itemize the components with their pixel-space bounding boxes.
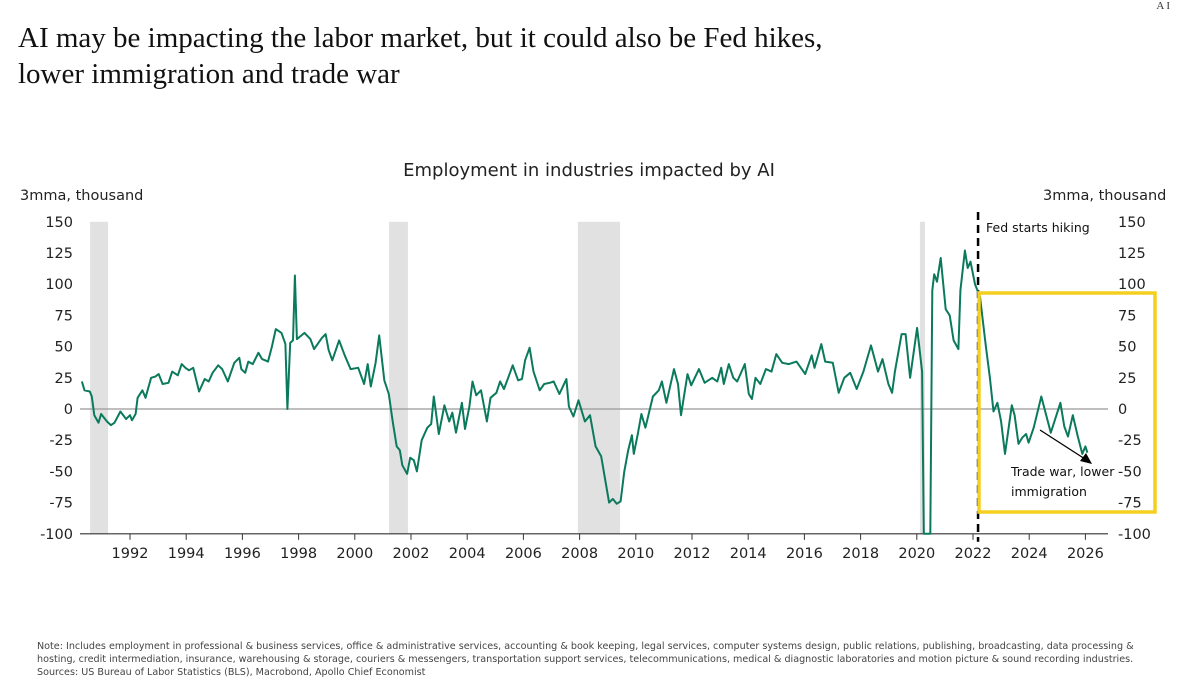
y-tick-label-right: -25 <box>1118 433 1142 449</box>
axes: 150 150 125 125 100 100 75 75 50 50 25 25 0 0 -25 -25 -5… <box>40 215 1151 562</box>
x-tick-label: 2020 <box>898 546 935 562</box>
y-tick-label-left: -75 <box>49 496 73 512</box>
arrow-head-icon <box>1080 453 1092 464</box>
x-tick-label: 2012 <box>674 546 711 562</box>
y-tick-label-left: -100 <box>40 527 73 543</box>
x-tick-label: 2008 <box>561 546 598 562</box>
y-tick-label-left: 150 <box>45 215 73 231</box>
x-tick-label: 2000 <box>336 546 373 562</box>
trade-war-label-line1: Trade war, lower <box>1010 464 1115 479</box>
x-tick-label: 2016 <box>786 546 823 562</box>
x-tick-label: 2022 <box>955 546 992 562</box>
y-tick-label-right: -50 <box>1118 464 1142 480</box>
y-tick-label-left: 125 <box>45 246 73 262</box>
y-tick-label-left: -25 <box>49 433 73 449</box>
y-tick-label-right: 0 <box>1118 402 1127 418</box>
annotation-arrow <box>1039 429 1086 460</box>
x-tick-label: 2004 <box>449 546 486 562</box>
x-tick-label: 2002 <box>393 546 430 562</box>
x-tick-label: 2024 <box>1011 546 1048 562</box>
x-tick-label: 1998 <box>280 546 317 562</box>
x-tick-label: 2018 <box>842 546 879 562</box>
recession-band <box>90 221 109 534</box>
y-tick-label-left: 75 <box>55 308 73 324</box>
chart-title: Employment in industries impacted by AI <box>403 160 775 181</box>
annotation-overlay: Trade war, lower immigration <box>977 291 1157 514</box>
left-axis-unit: 3mma, thousand <box>20 188 144 204</box>
y-tick-label-right: 25 <box>1118 371 1136 387</box>
x-tick-label: 1994 <box>168 546 205 562</box>
y-tick-label-right: 50 <box>1118 340 1136 356</box>
x-tick-label: 2014 <box>730 546 767 562</box>
y-tick-label-left: 25 <box>55 371 73 387</box>
y-tick-label-left: 50 <box>55 340 73 356</box>
x-tick-label: 1996 <box>224 546 261 562</box>
x-tick-label: 2010 <box>617 546 654 562</box>
y-tick-label-right: -75 <box>1118 496 1142 512</box>
title-line-2: lower immigration and trade war <box>18 58 400 90</box>
x-tick-label: 1992 <box>112 546 149 562</box>
x-tick-label: 2006 <box>505 546 542 562</box>
y-tick-label-left: -50 <box>49 464 73 480</box>
y-tick-label-right: 125 <box>1118 246 1146 262</box>
y-tick-label-right: 150 <box>1118 215 1146 231</box>
trade-war-label-line2: immigration <box>1011 484 1087 499</box>
recession-bands <box>90 221 925 534</box>
page-title: AI may be impacting the labor market, bu… <box>18 20 823 92</box>
y-tick-label-left: 0 <box>64 402 73 418</box>
recession-band <box>389 221 408 534</box>
series-line <box>80 249 1089 535</box>
y-tick-label-right: 100 <box>1118 277 1146 293</box>
recession-band <box>577 221 621 534</box>
highlight-box <box>977 291 1157 514</box>
y-tick-label-right: 75 <box>1118 308 1136 324</box>
corner-mark: AI <box>1156 0 1172 12</box>
footnote: Note: Includes employment in professiona… <box>37 641 1134 678</box>
title-line-1: AI may be impacting the labor market, bu… <box>18 22 823 54</box>
x-tick-label: 2026 <box>1067 546 1104 562</box>
right-axis-unit: 3mma, thousand <box>1043 188 1167 204</box>
y-tick-label-left: 100 <box>45 277 73 293</box>
fed-hike-label: Fed starts hiking <box>986 220 1090 235</box>
y-tick-label-right: -100 <box>1118 527 1151 543</box>
